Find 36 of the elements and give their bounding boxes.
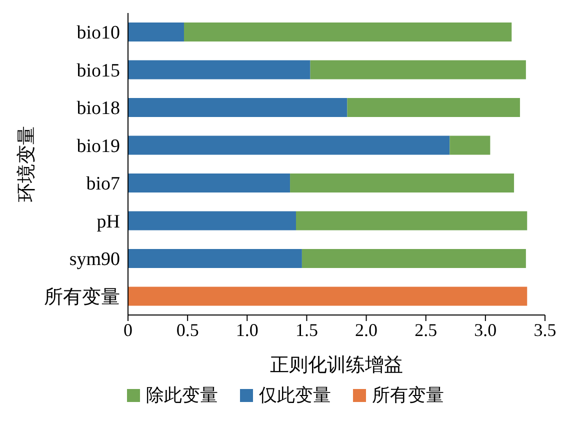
y-tick-label: sym90 [69, 249, 120, 270]
bar [128, 98, 348, 117]
y-tick-label: bio10 [76, 22, 120, 44]
y-tick-label: bio15 [76, 60, 120, 82]
bar [128, 248, 302, 268]
x-tick-label: 3.0 [474, 320, 497, 340]
x-tick-label: 2.5 [414, 320, 438, 340]
bar [290, 173, 514, 192]
bar [302, 248, 526, 268]
x-tick-label: 2.0 [355, 320, 378, 340]
bar [128, 60, 310, 80]
bar [128, 211, 296, 230]
x-tick-label: 1.5 [295, 320, 318, 340]
y-tick-label: bio7 [86, 174, 120, 195]
y-tick-label: bio18 [76, 98, 120, 120]
x-tick-label: 0.5 [176, 320, 199, 340]
x-tick-label: 3.5 [534, 320, 556, 340]
bar [128, 22, 184, 42]
legend-label: 仅此变量 [259, 384, 331, 407]
bar [347, 98, 520, 117]
bar [310, 60, 526, 80]
x-tick-label: 0 [124, 320, 132, 340]
y-tick-label: pH [96, 211, 120, 232]
legend-label: 所有变量 [372, 384, 444, 407]
y-tick-label: 所有变量 [44, 286, 120, 308]
y-tick-label: bio19 [76, 136, 120, 157]
bar [128, 136, 450, 155]
bar [450, 136, 490, 155]
bar [128, 173, 290, 192]
y-axis-title: 环境变量 [16, 126, 38, 202]
bar [296, 211, 528, 230]
legend-label: 除此变量 [146, 384, 218, 407]
x-tick-label: 1.0 [236, 320, 258, 340]
bar [184, 22, 512, 42]
bar [128, 286, 528, 306]
x-axis-title: 正则化训练增益 [270, 355, 403, 376]
